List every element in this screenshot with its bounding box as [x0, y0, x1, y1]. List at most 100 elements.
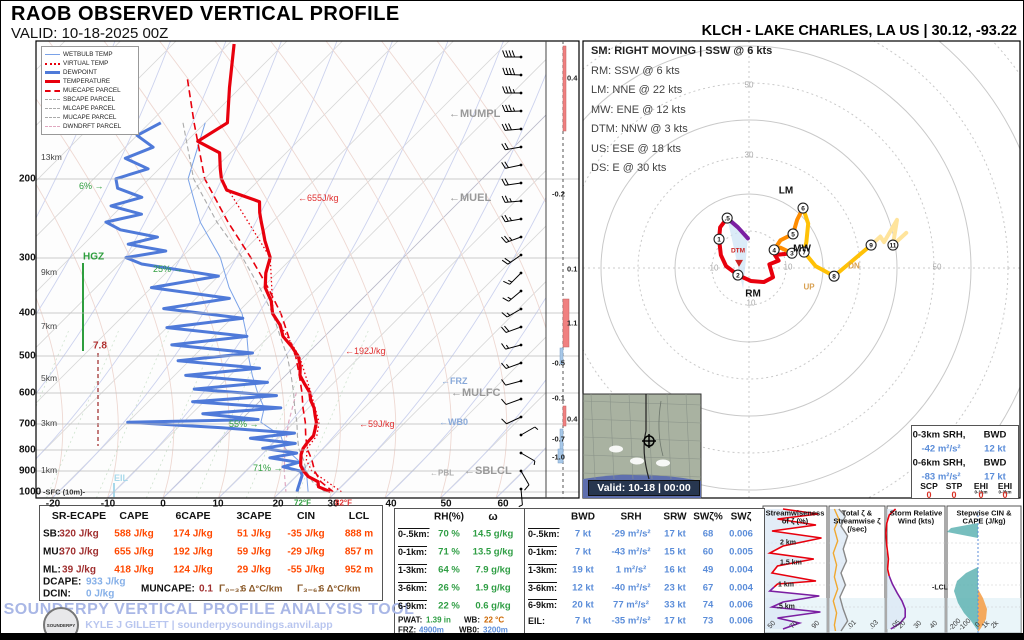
- rh-row-label: 1-3km:: [398, 565, 428, 575]
- stats-header: LCL: [348, 510, 370, 522]
- frz-label: FRZ:: [398, 625, 417, 635]
- storm-motion-line: RM: SSW @ 6 kts: [591, 64, 680, 77]
- footer-author: KYLE J GILLETT | sounderpysoundings.anvi…: [85, 619, 333, 631]
- dcape-value: 933 J/kg: [86, 576, 126, 588]
- legend-item: SBCAPE PARCEL: [44, 95, 136, 104]
- shear-header: SRH: [620, 511, 642, 523]
- stats-row-label: SB:: [43, 528, 61, 540]
- svg-text:7: 7: [802, 249, 806, 256]
- omega-value: -0.5: [552, 358, 565, 368]
- shear-value: 33 kt: [664, 599, 686, 611]
- storm-motion-line: DTM: NNW @ 3 kts: [591, 123, 688, 135]
- legend-line-sample: [45, 108, 60, 109]
- composite-subheader: 0-3km: [998, 489, 1012, 495]
- panel-title: Streamwiseness: [765, 508, 825, 518]
- panel-title: Storm Relative: [889, 508, 943, 518]
- skewt-annotation: 71% →: [253, 463, 283, 473]
- stats-value: -29 J/kg: [287, 546, 325, 558]
- storm-motion-line: MW: ENE @ 12 kts: [591, 103, 686, 116]
- height-tick: 5km: [41, 373, 58, 383]
- hodo-point-label: LM: [778, 185, 794, 197]
- bwd6-header: BWD: [983, 457, 1007, 469]
- skewt-annotation: ←192J/kg: [345, 346, 386, 356]
- omega-value: 0.4: [567, 73, 578, 83]
- bwd3-value: 12 kt: [984, 443, 1006, 455]
- skewt-annotation: HGZ: [83, 251, 105, 263]
- bwd6-value: 17 kt: [984, 471, 1006, 483]
- muncape-label: MUNCAPE:: [141, 583, 195, 595]
- legend-label: TEMPERATURE: [63, 78, 111, 85]
- svg-text:4: 4: [772, 247, 776, 254]
- legend-label: MUCAPE PARCEL: [63, 114, 117, 121]
- storm-motion-line: US: ESE @ 18 kts: [591, 142, 682, 155]
- skewt-annotation: ←WB0: [439, 417, 468, 427]
- hodo-point-label: DN: [848, 261, 860, 271]
- mixing-ratio-value: 14.5 g/kg: [472, 528, 514, 540]
- storm-motion-info: SM: RIGHT MOVING | SSW @ 6 kts RM: SSW @ …: [591, 45, 772, 182]
- legend-item: VIRTUAL TEMP: [44, 59, 136, 68]
- srh3-header: 0-3km SRH,: [912, 429, 966, 441]
- omega-value: 1.1: [567, 318, 578, 328]
- wb-label: WB:: [464, 615, 480, 625]
- skewt-legend: WETBULB TEMP VIRTUAL TEMP DEWPOINT TEMPERAT…: [41, 46, 139, 135]
- height-tick: 3km: [41, 418, 58, 428]
- svg-text:1: 1: [717, 237, 721, 244]
- composite-value: 0: [926, 490, 932, 500]
- shear-value: 0.006: [729, 528, 753, 540]
- shear-value: 74: [702, 599, 714, 611]
- shear-header: SRW: [663, 511, 687, 523]
- legend-item: MUCAPE PARCEL: [44, 113, 136, 122]
- composite-header: SCP: [920, 481, 938, 491]
- legend-item: DWNDRFT PARCEL: [44, 122, 136, 131]
- panel-title: Total ζ &: [841, 508, 873, 518]
- stats-header: 6CAPE: [175, 510, 211, 522]
- omega-value: -1.0: [552, 452, 565, 462]
- shear-value: 23 kt: [664, 582, 686, 594]
- legend-line-sample: [45, 117, 60, 118]
- svg-text:8: 8: [832, 274, 836, 281]
- hodo-point-label: MW: [793, 243, 811, 255]
- composite-value: 0: [951, 490, 957, 500]
- lapse1-label: Γ₀₋₃:: [219, 583, 243, 595]
- rh-row-label: 0-.5km:: [398, 529, 430, 539]
- omega-value: -0.2: [552, 189, 565, 199]
- shear-value: 60: [702, 546, 714, 558]
- legend-line-sample: [45, 89, 60, 92]
- rh-row-label: 3-6km:: [398, 583, 428, 593]
- stats-value: 29 J/kg: [237, 564, 271, 576]
- composite-value: 0: [1002, 490, 1008, 500]
- stats-value: 888 m: [344, 528, 374, 540]
- rh-value: 22 %: [438, 600, 460, 612]
- hodo-ring-label: 30: [744, 150, 754, 160]
- omega-header: ω: [488, 511, 498, 523]
- pressure-tick: 500: [19, 350, 36, 362]
- panel-height-label: 2 km: [780, 539, 796, 547]
- height-tick: 9km: [41, 267, 58, 277]
- footer-tool-name: SOUNDERPY VERTICAL PROFILE ANALYSIS TOOL: [3, 601, 415, 618]
- map-valid-badge: Valid: 10-18 | 00:00: [588, 480, 700, 496]
- shear-row-label: 3-6km:: [528, 583, 558, 593]
- dcin-value: 0 J/kg: [86, 588, 115, 600]
- stats-value: 39 J/kg: [62, 564, 96, 576]
- stats-value: 124 J/kg: [173, 564, 213, 576]
- height-tick: 1km: [41, 465, 58, 475]
- shear-value: -43 m²/s²: [611, 546, 651, 558]
- shear-value: -35 m²/s²: [611, 615, 651, 627]
- svg-text:6: 6: [801, 205, 805, 212]
- legend-label: DWNDRFT PARCEL: [63, 123, 122, 130]
- hodo-ring-label: 10: [746, 298, 756, 308]
- composite-value: 0: [978, 490, 984, 500]
- shear-value: 17 kt: [664, 615, 686, 627]
- moisture-box: [394, 508, 526, 635]
- srh3-value: -42 m²/s²: [921, 443, 961, 455]
- pressure-tick: 800: [19, 444, 36, 456]
- valid-timestamp: VALID: 10-18-2025 00Z: [11, 25, 169, 42]
- pressure-tick: 1000: [19, 486, 42, 498]
- panel-title: (/sec): [847, 524, 867, 534]
- pressure-tick: 200: [19, 173, 36, 185]
- stats-value: 588 J/kg: [114, 528, 154, 540]
- shear-value: 16 kt: [664, 564, 686, 576]
- legend-label: SBCAPE PARCEL: [63, 96, 116, 103]
